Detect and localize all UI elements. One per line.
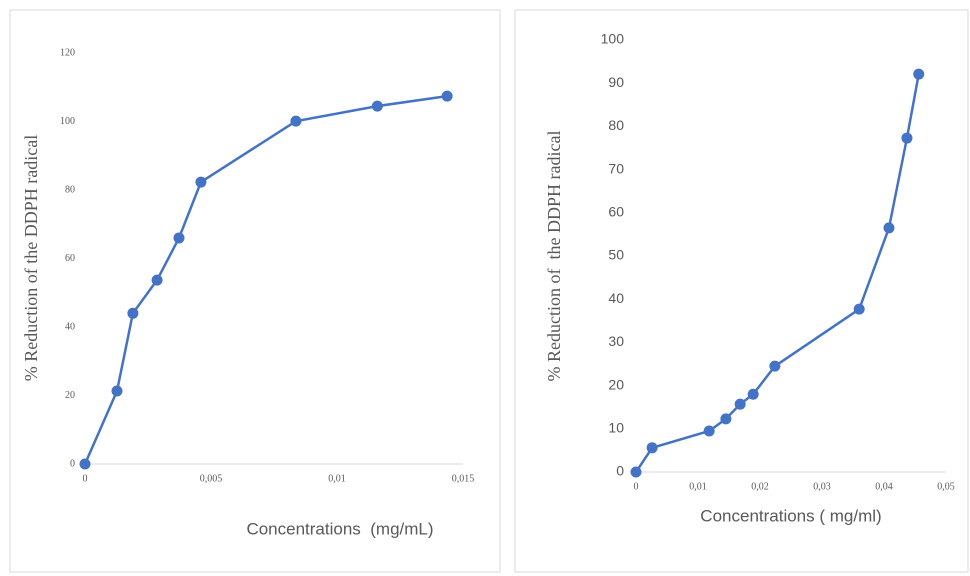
y-tick-label: 50 [608, 247, 624, 263]
data-point [883, 222, 895, 234]
x-tick-label: 0,05 [937, 481, 955, 492]
y-tick-label: 40 [65, 321, 75, 332]
y-axis-title: % Reduction of the DDPH radical [21, 135, 41, 381]
y-tick-label: 90 [608, 74, 624, 90]
y-tick-label: 60 [608, 204, 624, 220]
y-tick-label: 0 [70, 458, 75, 469]
y-axis-title: % Reduction of the DDPH radical [544, 131, 564, 382]
data-point [720, 413, 732, 425]
x-tick-label: 0,04 [875, 481, 893, 492]
y-tick-label: 40 [608, 290, 624, 306]
data-point [747, 388, 759, 400]
y-tick-label: 100 [601, 31, 625, 47]
data-point [290, 115, 302, 127]
data-point [441, 90, 453, 102]
x-tick-label: 0 [83, 473, 88, 484]
data-point [913, 68, 925, 80]
x-tick-label: 0,015 [452, 473, 475, 484]
data-point [111, 385, 123, 397]
y-tick-label: 20 [608, 376, 624, 392]
data-point [769, 360, 781, 372]
y-tick-label: 70 [608, 160, 624, 176]
x-tick-label: 0,02 [751, 481, 769, 492]
data-point [734, 398, 746, 410]
data-point [371, 100, 383, 112]
y-tick-label: 120 [60, 47, 75, 58]
data-point [173, 232, 185, 244]
y-tick-label: 100 [60, 116, 75, 127]
data-point [703, 425, 715, 437]
y-tick-label: 80 [608, 117, 624, 133]
data-point [151, 274, 163, 286]
y-tick-label: 30 [608, 333, 624, 349]
data-point [630, 466, 642, 478]
x-tick-label: 0,03 [813, 481, 831, 492]
x-axis-title: Concentrations ( mg/ml) [700, 506, 881, 525]
data-point [646, 442, 658, 454]
x-axis-title: Concentrations (mg/mL) [246, 519, 433, 538]
y-tick-label: 80 [65, 184, 75, 195]
panel [514, 9, 969, 573]
panel [9, 9, 501, 573]
data-point [853, 303, 865, 315]
y-tick-label: 60 [65, 253, 75, 264]
data-point [127, 307, 139, 319]
data-point [901, 132, 913, 144]
x-tick-label: 0,01 [689, 481, 707, 492]
x-tick-label: 0,01 [328, 473, 346, 484]
data-point [79, 458, 91, 470]
y-tick-label: 20 [65, 390, 75, 401]
y-tick-label: 10 [608, 420, 624, 436]
y-tick-label: 0 [616, 463, 624, 479]
x-tick-label: 0,005 [200, 473, 223, 484]
data-point [195, 176, 207, 188]
x-tick-label: 0 [634, 481, 639, 492]
